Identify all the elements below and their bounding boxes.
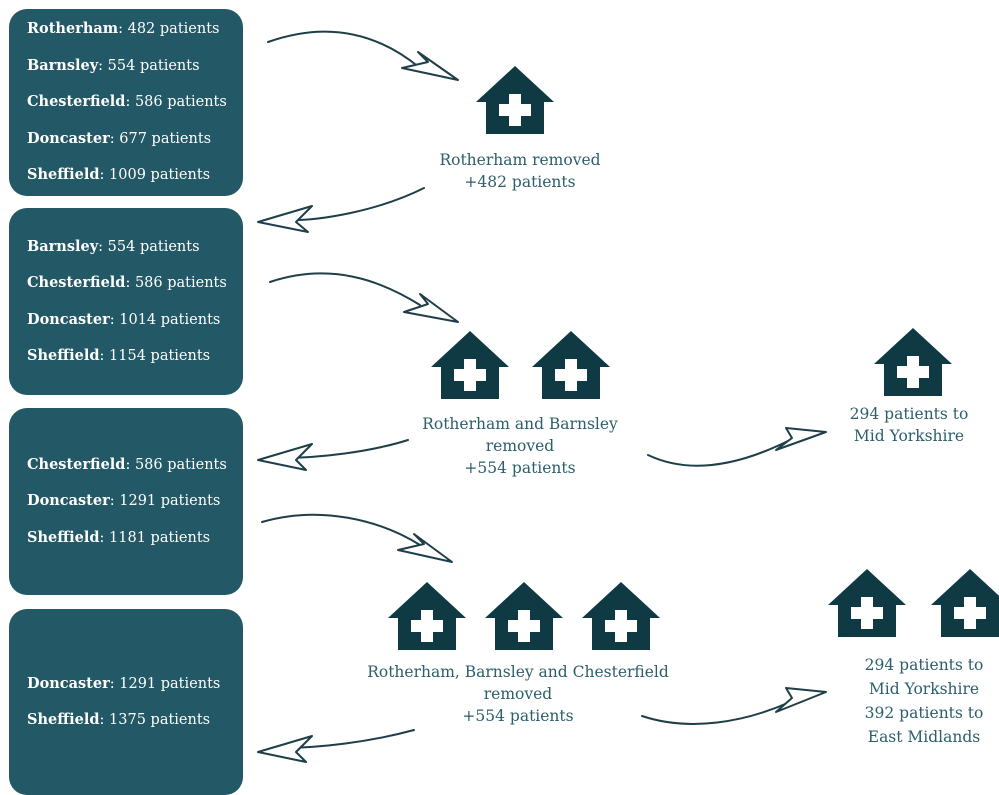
- stage1-caption: Rotherham removed +482 patients: [439, 151, 601, 191]
- row: Barnsley: 554 patients: [27, 237, 200, 255]
- row: Sheffield: 1375 patients: [27, 711, 211, 728]
- paper-plane-arrow-icon: [775, 427, 827, 451]
- row: Barnsley: 554 patients: [27, 56, 200, 74]
- row: Doncaster: 1291 patients: [27, 674, 221, 692]
- arrow-stage3-to-east-midlands: [641, 701, 791, 725]
- row: Chesterfield: 586 patients: [27, 93, 227, 111]
- row: Doncaster: 1291 patients: [27, 492, 221, 510]
- paper-plane-arrow-icon: [257, 735, 313, 763]
- arrow-box1-to-stage1: [267, 30, 421, 69]
- stage3-box: Chesterfield: 586 patients Doncaster: 12…: [9, 408, 243, 595]
- row: Rotherham: 482 patients: [27, 20, 220, 38]
- arrow-box3-to-stage3: [261, 513, 421, 546]
- row: Sheffield: 1181 patients: [27, 528, 211, 546]
- paper-plane-arrow-icon: [397, 533, 453, 563]
- stage2-caption: Rotherham and Barnsley removed +554 pati…: [422, 415, 618, 477]
- paper-plane-arrow-icon: [401, 51, 459, 81]
- stage2-side-caption: 294 patients to Mid Yorkshire: [849, 405, 969, 445]
- row: Chesterfield: 586 patients: [27, 455, 227, 473]
- row: Chesterfield: 586 patients: [27, 274, 227, 291]
- row: Sheffield: 1154 patients: [27, 347, 211, 364]
- row: Doncaster: 677 patients: [27, 129, 212, 147]
- paper-plane-arrow-icon: [403, 293, 459, 323]
- stage3-side-caption: 294 patients to Mid Yorkshire 392 patien…: [864, 656, 984, 746]
- row: Sheffield: 1009 patients: [27, 166, 211, 184]
- stage3-caption: Rotherham, Barnsley and Chesterfield rem…: [367, 663, 669, 725]
- paper-plane-arrow-icon: [257, 443, 313, 471]
- paper-plane-arrow-icon: [775, 687, 827, 713]
- stage1-box: Rotherham: 482 patients Barnsley: 554 pa…: [9, 9, 243, 196]
- arrow-stage2-to-mid-yorkshire: [647, 439, 791, 467]
- stage2-box: Barnsley: 554 patients Chesterfield: 586…: [9, 208, 243, 395]
- stage4-box: Doncaster: 1291 patients Sheffield: 1375…: [9, 609, 243, 795]
- paper-plane-arrow-icon: [257, 205, 313, 233]
- arrow-box2-to-stage2: [269, 272, 421, 306]
- row: Doncaster: 1014 patients: [27, 310, 221, 328]
